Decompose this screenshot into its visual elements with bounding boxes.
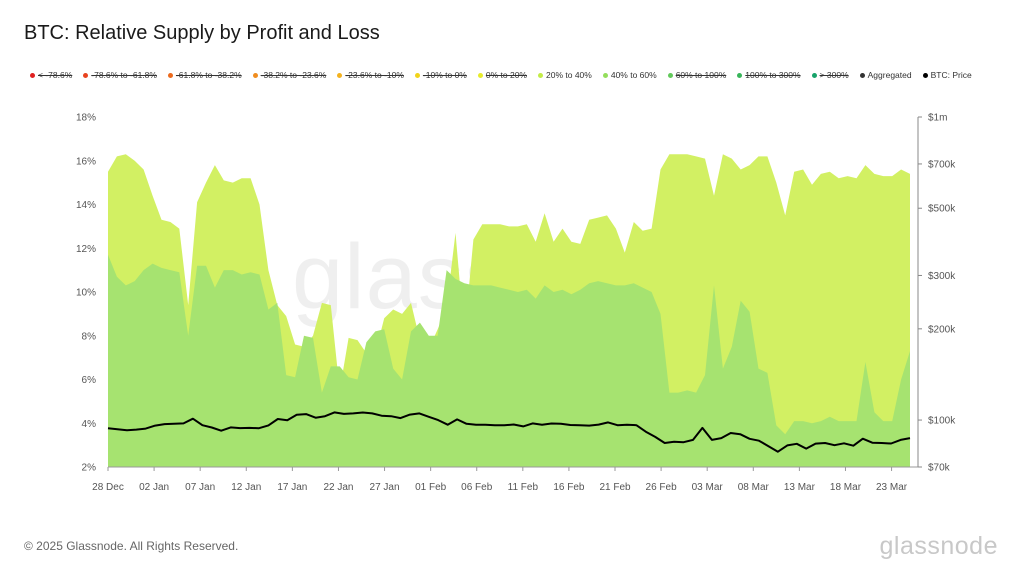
y-left-tick-label: 4% bbox=[82, 419, 97, 430]
legend-label: 40% to 60% bbox=[610, 70, 657, 80]
y-left-tick-label: 12% bbox=[76, 244, 96, 255]
y-left-tick-label: 2% bbox=[82, 463, 97, 474]
x-tick-label: 11 Feb bbox=[508, 482, 539, 493]
x-tick-label: 03 Mar bbox=[692, 482, 724, 493]
x-tick-label: 02 Jan bbox=[139, 482, 169, 493]
x-tick-label: 26 Feb bbox=[646, 482, 678, 493]
chart-legend: < -78.6% -78.6% to -61.8% -61.8% to -38.2%… bbox=[30, 70, 1020, 80]
legend-item[interactable]: > 300% bbox=[811, 70, 849, 80]
legend-dot-icon bbox=[252, 72, 258, 78]
y-right-tick-label: $300k bbox=[928, 271, 956, 282]
x-tick-label: 16 Feb bbox=[553, 482, 585, 493]
legend-item[interactable]: 100% to 300% bbox=[737, 70, 801, 80]
y-left-tick-label: 14% bbox=[76, 200, 96, 211]
legend-item[interactable]: BTC: Price bbox=[922, 70, 972, 80]
x-tick-label: 13 Mar bbox=[784, 482, 816, 493]
legend-dot-icon bbox=[811, 72, 817, 78]
price-line bbox=[107, 411, 911, 453]
legend-item[interactable]: 20% to 40% bbox=[538, 70, 592, 80]
x-tick-label: 01 Feb bbox=[415, 482, 447, 493]
copyright-text: © 2025 Glassnode. All Rights Reserved. bbox=[24, 539, 239, 553]
x-tick-label: 22 Jan bbox=[323, 482, 353, 493]
legend-item[interactable]: 60% to 100% bbox=[667, 70, 727, 80]
y-left-tick-label: 8% bbox=[82, 331, 97, 342]
y-left-tick-label: 18% bbox=[76, 113, 96, 124]
x-tick-label: 18 Mar bbox=[830, 482, 862, 493]
legend-dot-icon bbox=[337, 72, 343, 78]
x-tick-label: 28 Dec bbox=[92, 482, 124, 493]
legend-dot-icon bbox=[167, 72, 173, 78]
y-left-tick-label: 10% bbox=[76, 288, 96, 299]
x-tick-label: 23 Mar bbox=[876, 482, 908, 493]
legend-label: -23.6% to -10% bbox=[345, 70, 404, 80]
x-tick-label: 21 Feb bbox=[599, 482, 631, 493]
y-right-tick-label: $100k bbox=[928, 416, 956, 427]
legend-dot-icon bbox=[83, 72, 89, 78]
x-tick-label: 27 Jan bbox=[370, 482, 400, 493]
legend-item[interactable]: < -78.6% bbox=[30, 70, 72, 80]
chart-title: BTC: Relative Supply by Profit and Loss bbox=[24, 22, 380, 44]
legend-dot-icon bbox=[922, 72, 928, 78]
y-right-tick-label: $700k bbox=[928, 159, 956, 170]
legend-dot-icon bbox=[30, 72, 35, 78]
y-left-tick-label: 6% bbox=[82, 375, 97, 386]
legend-label: -78.6% to -61.8% bbox=[91, 70, 157, 80]
y-right-tick-label: $200k bbox=[928, 324, 956, 335]
x-tick-label: 07 Jan bbox=[185, 482, 215, 493]
legend-label: < -78.6% bbox=[38, 70, 73, 80]
legend-item[interactable]: -38.2% to -23.6% bbox=[252, 70, 327, 80]
legend-label: -61.8% to -38.2% bbox=[175, 70, 242, 80]
brand-logo-text: glassnode bbox=[879, 532, 998, 560]
legend-dot-icon bbox=[859, 72, 865, 78]
legend-dot-icon bbox=[477, 72, 483, 78]
x-tick-label: 06 Feb bbox=[461, 482, 493, 493]
legend-label: 60% to 100% bbox=[675, 70, 727, 80]
y-left-tick-label: 16% bbox=[76, 156, 96, 167]
legend-item[interactable]: 0% to 20% bbox=[477, 70, 527, 80]
legend-label: > 300% bbox=[819, 70, 849, 80]
x-tick-label: 08 Mar bbox=[738, 482, 770, 493]
y-right-tick-label: $1m bbox=[928, 113, 947, 124]
legend-dot-icon bbox=[667, 72, 673, 78]
legend-label: BTC: Price bbox=[930, 70, 972, 80]
legend-label: 100% to 300% bbox=[745, 70, 801, 80]
legend-item[interactable]: -23.6% to -10% bbox=[337, 70, 404, 80]
legend-dot-icon bbox=[602, 72, 608, 78]
legend-dot-icon bbox=[737, 72, 743, 78]
legend-item[interactable]: -78.6% to -61.8% bbox=[83, 70, 157, 80]
y-right-tick-label: $70k bbox=[928, 463, 951, 474]
legend-label: Aggregated bbox=[867, 70, 912, 80]
legend-item[interactable]: -10% to 0% bbox=[414, 70, 467, 80]
legend-item[interactable]: -61.8% to -38.2% bbox=[167, 70, 242, 80]
y-right-tick-label: $500k bbox=[928, 204, 956, 215]
legend-label: 20% to 40% bbox=[546, 70, 592, 80]
legend-item[interactable]: Aggregated bbox=[859, 70, 912, 80]
legend-label: 0% to 20% bbox=[485, 70, 527, 80]
x-tick-label: 17 Jan bbox=[277, 482, 307, 493]
legend-dot-icon bbox=[538, 72, 543, 78]
legend-label: -10% to 0% bbox=[422, 70, 467, 80]
x-tick-label: 12 Jan bbox=[231, 482, 261, 493]
legend-label: -38.2% to -23.6% bbox=[260, 70, 327, 80]
legend-dot-icon bbox=[414, 72, 420, 78]
legend-item[interactable]: 40% to 60% bbox=[602, 70, 657, 80]
